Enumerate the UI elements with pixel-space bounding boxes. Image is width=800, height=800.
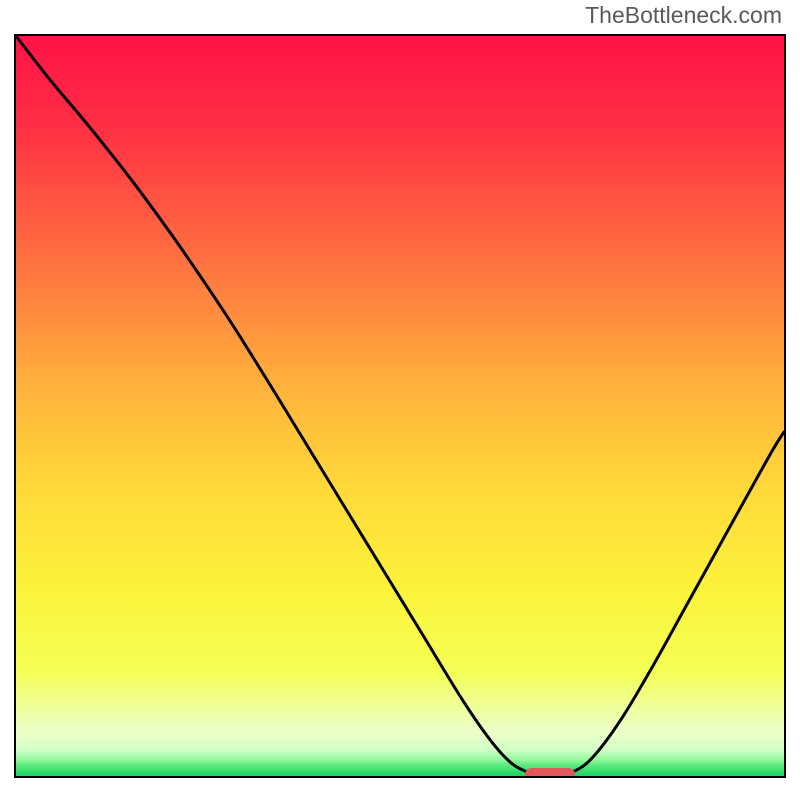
optimum-marker	[525, 768, 575, 778]
chart-area	[14, 34, 786, 778]
bottleneck-curve	[16, 36, 784, 776]
watermark-text: TheBottleneck.com	[585, 2, 782, 29]
